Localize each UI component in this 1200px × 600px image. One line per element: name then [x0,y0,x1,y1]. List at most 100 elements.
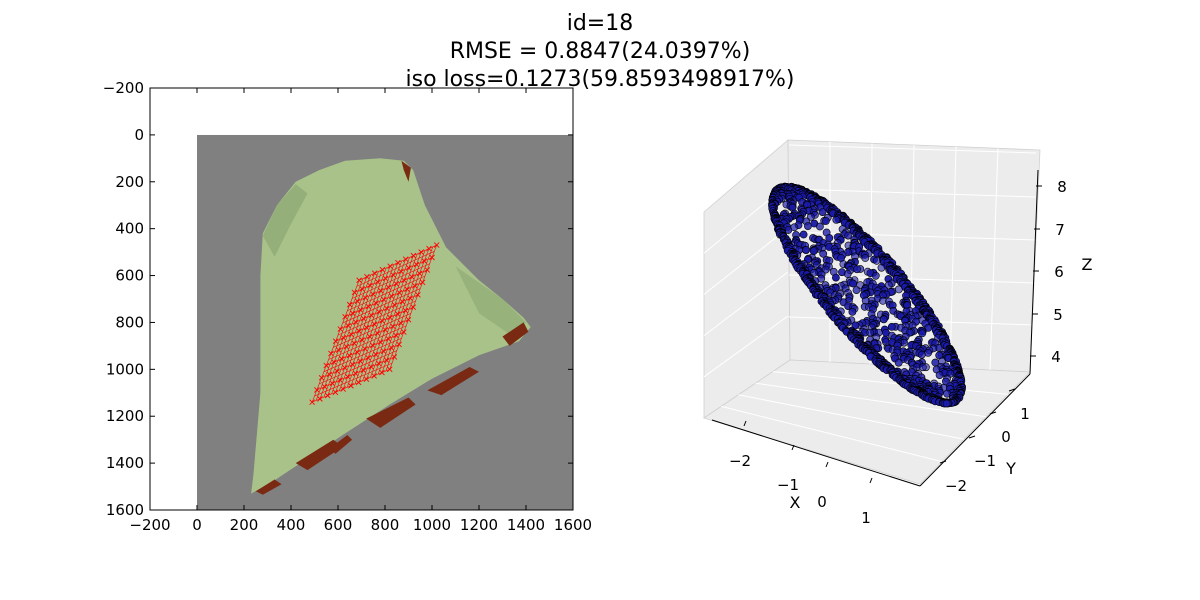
z-tick-label: 8 [1057,178,1067,196]
axes-frame [149,87,574,511]
grid-line [755,382,987,418]
overlay-cross [373,300,379,306]
grid-line [738,394,965,440]
data-point [848,307,857,316]
red-overlay [309,242,440,405]
overlay-cross [346,352,353,359]
y-tick-label: 1000 [106,360,144,378]
x-tick-label: 1400 [507,516,545,534]
data-point [822,217,830,225]
data-point [917,350,926,359]
overlay-cross [348,331,354,338]
overlay-cross [424,267,431,273]
overlay-cross [338,356,345,362]
overlay-cross [349,310,356,317]
overlay-cross [356,328,362,334]
overlay-cross [326,371,333,378]
overlay-cross [362,294,369,301]
y-tick-label: 0 [134,126,144,144]
overlay-cross [340,334,347,341]
overlay-cross [388,293,395,299]
overlay-cross [354,298,361,304]
overlay-cross [371,321,378,328]
title-line: id=18 [567,11,634,36]
x-tick-label: 0 [817,493,827,511]
overlay-cross [340,386,346,392]
grid-line [703,315,789,378]
overlay-cross [342,313,348,320]
data-point [918,363,927,372]
y-tick-label: 1600 [106,501,144,519]
grid-line [949,146,957,369]
grid-line [788,188,1037,198]
overlay-cross [348,382,354,389]
point-cloud [768,182,966,408]
title-line: RMSE = 0.8847(24.0397%) [450,39,751,64]
z-tick-label: 7 [1055,221,1065,239]
x-tick-label: 400 [277,516,306,534]
overlay-cross [360,367,367,373]
overlay-cross [382,326,389,333]
y-tick-label: 1400 [106,454,144,472]
x-tick-label: 200 [230,516,259,534]
overlay-cross [324,392,331,399]
overlay-cross [332,389,339,396]
y-tick-label: 800 [115,313,144,331]
overlay-cross [317,396,323,402]
overlay-cross [323,362,330,369]
overlay-cross [402,256,409,262]
overlay-cross [429,254,435,261]
x-tick-label: 800 [371,516,400,534]
overlay-cross [374,279,381,285]
overlay-cross [377,339,384,345]
data-point [832,215,841,224]
x-tick [743,420,747,427]
image-panel: −200 −200 0 0 200 200 400 400 600 600 800 800 1000 10… [103,79,592,534]
stain [328,435,353,454]
y-tick-label: −2 [945,477,967,495]
x-tick-label: −2 [729,452,751,470]
x-tick [825,461,829,468]
overlay-cross [395,259,401,266]
overlay-cross [318,374,325,381]
overlay-cross [396,341,402,348]
overlay-cross [349,361,356,368]
overlay-cross [376,309,382,315]
overlay-cross [401,277,407,284]
overlay-cross [335,347,342,353]
overlay-cross [363,324,370,331]
data-point [918,329,927,338]
y-tick-label: 200 [115,173,144,191]
overlay-cross [391,354,398,360]
overlay-cross [385,335,392,342]
data-point [852,286,861,294]
overlay-cross [363,376,370,382]
cloth [251,158,531,494]
data-point [843,270,852,278]
y-tick-label: 1200 [106,407,144,425]
overlay-cross [383,357,390,364]
stain [255,479,282,495]
overlay-cross [368,312,375,319]
overlay-line [319,350,397,385]
y-tick-label: 400 [115,220,144,238]
data-point [931,358,940,367]
data-point [866,328,875,337]
overlay-cross [345,373,351,380]
data-point [853,265,861,274]
overlay-cross [367,282,373,289]
y-tick [1008,388,1016,392]
overlay-cross [380,348,387,354]
overlay-cross [362,346,368,352]
overlay-cross [381,296,387,303]
overlay-cross [321,383,328,390]
data-point [887,322,896,331]
overlay-cross [379,317,385,324]
x-tick-label: 0 [192,516,202,534]
y-tick [968,435,976,439]
data-point [809,247,818,255]
z-tick-label: 6 [1054,263,1064,281]
